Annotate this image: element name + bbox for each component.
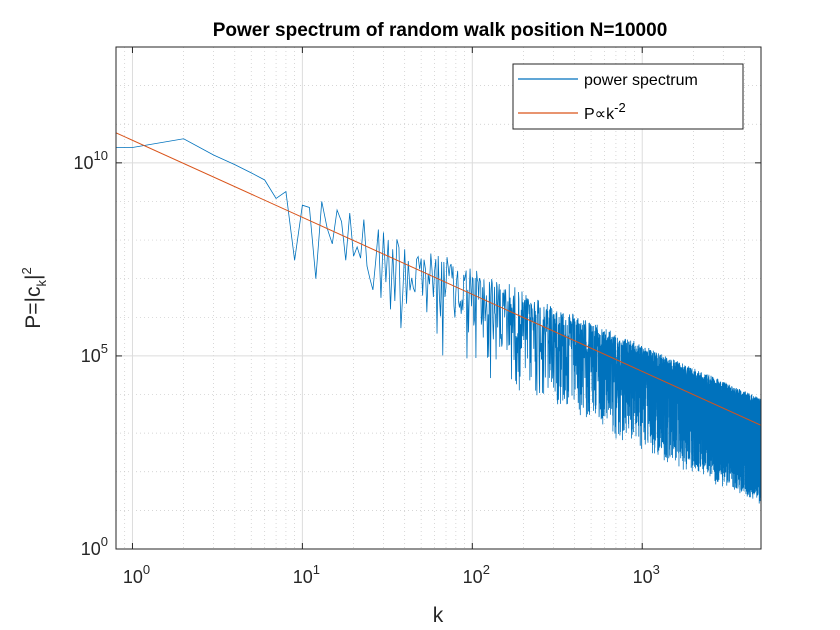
legend-label-power-law-exp: -2 [614,100,626,115]
y-tick-label-base: 10 [74,153,94,173]
x-tick-label-base: 10 [463,567,483,587]
series-line-power-law [116,132,761,426]
legend-label-power-spectrum: power spectrum [584,72,698,89]
x-tick-label-exp: 1 [313,562,320,577]
plot-area [116,47,761,549]
y-tick-label-base: 10 [81,346,101,366]
x-tick-label: 103 [633,562,660,587]
legend-box [512,63,744,130]
x-tick-label: 102 [463,562,490,587]
y-tick-label-exp: 0 [101,534,108,549]
y-axis-label-sub: k [34,279,49,286]
legend-label-power-law: P∝k-2 [584,100,626,123]
x-tick-label-base: 10 [633,567,653,587]
series-layer [116,132,761,504]
y-axis-label-base: P=|c [22,286,45,328]
legend: power spectrum P∝k-2 [512,63,744,130]
y-tick-label-base: 10 [81,539,101,559]
y-axis-label: P=|ck|2 [19,267,49,328]
axis-ticks [116,47,761,550]
chart-title: Power spectrum of random walk position N… [213,20,668,41]
y-tick-label: 100 [81,534,108,559]
x-tick-label-base: 10 [293,567,313,587]
y-tick-label-exp: 5 [101,341,108,356]
x-tick-label: 101 [293,562,320,587]
series-line-power-spectrum [116,138,761,504]
legend-label-power-law-base: P∝k [584,106,615,123]
y-tick-label-exp: 10 [94,148,108,163]
axes-box [115,46,762,550]
y-axis-label-end: | [22,275,45,280]
x-tick-labels: 100 101 102 103 [123,562,660,587]
x-tick-label-exp: 2 [483,562,490,577]
x-tick-label-exp: 3 [653,562,660,577]
x-axis-label: k [433,604,444,627]
y-axis-label-sup: 2 [19,267,34,274]
y-tick-label: 105 [81,341,108,366]
x-tick-label-exp: 0 [143,562,150,577]
x-tick-label-base: 10 [123,567,143,587]
x-tick-label: 100 [123,562,150,587]
y-tick-label: 1010 [74,148,109,173]
